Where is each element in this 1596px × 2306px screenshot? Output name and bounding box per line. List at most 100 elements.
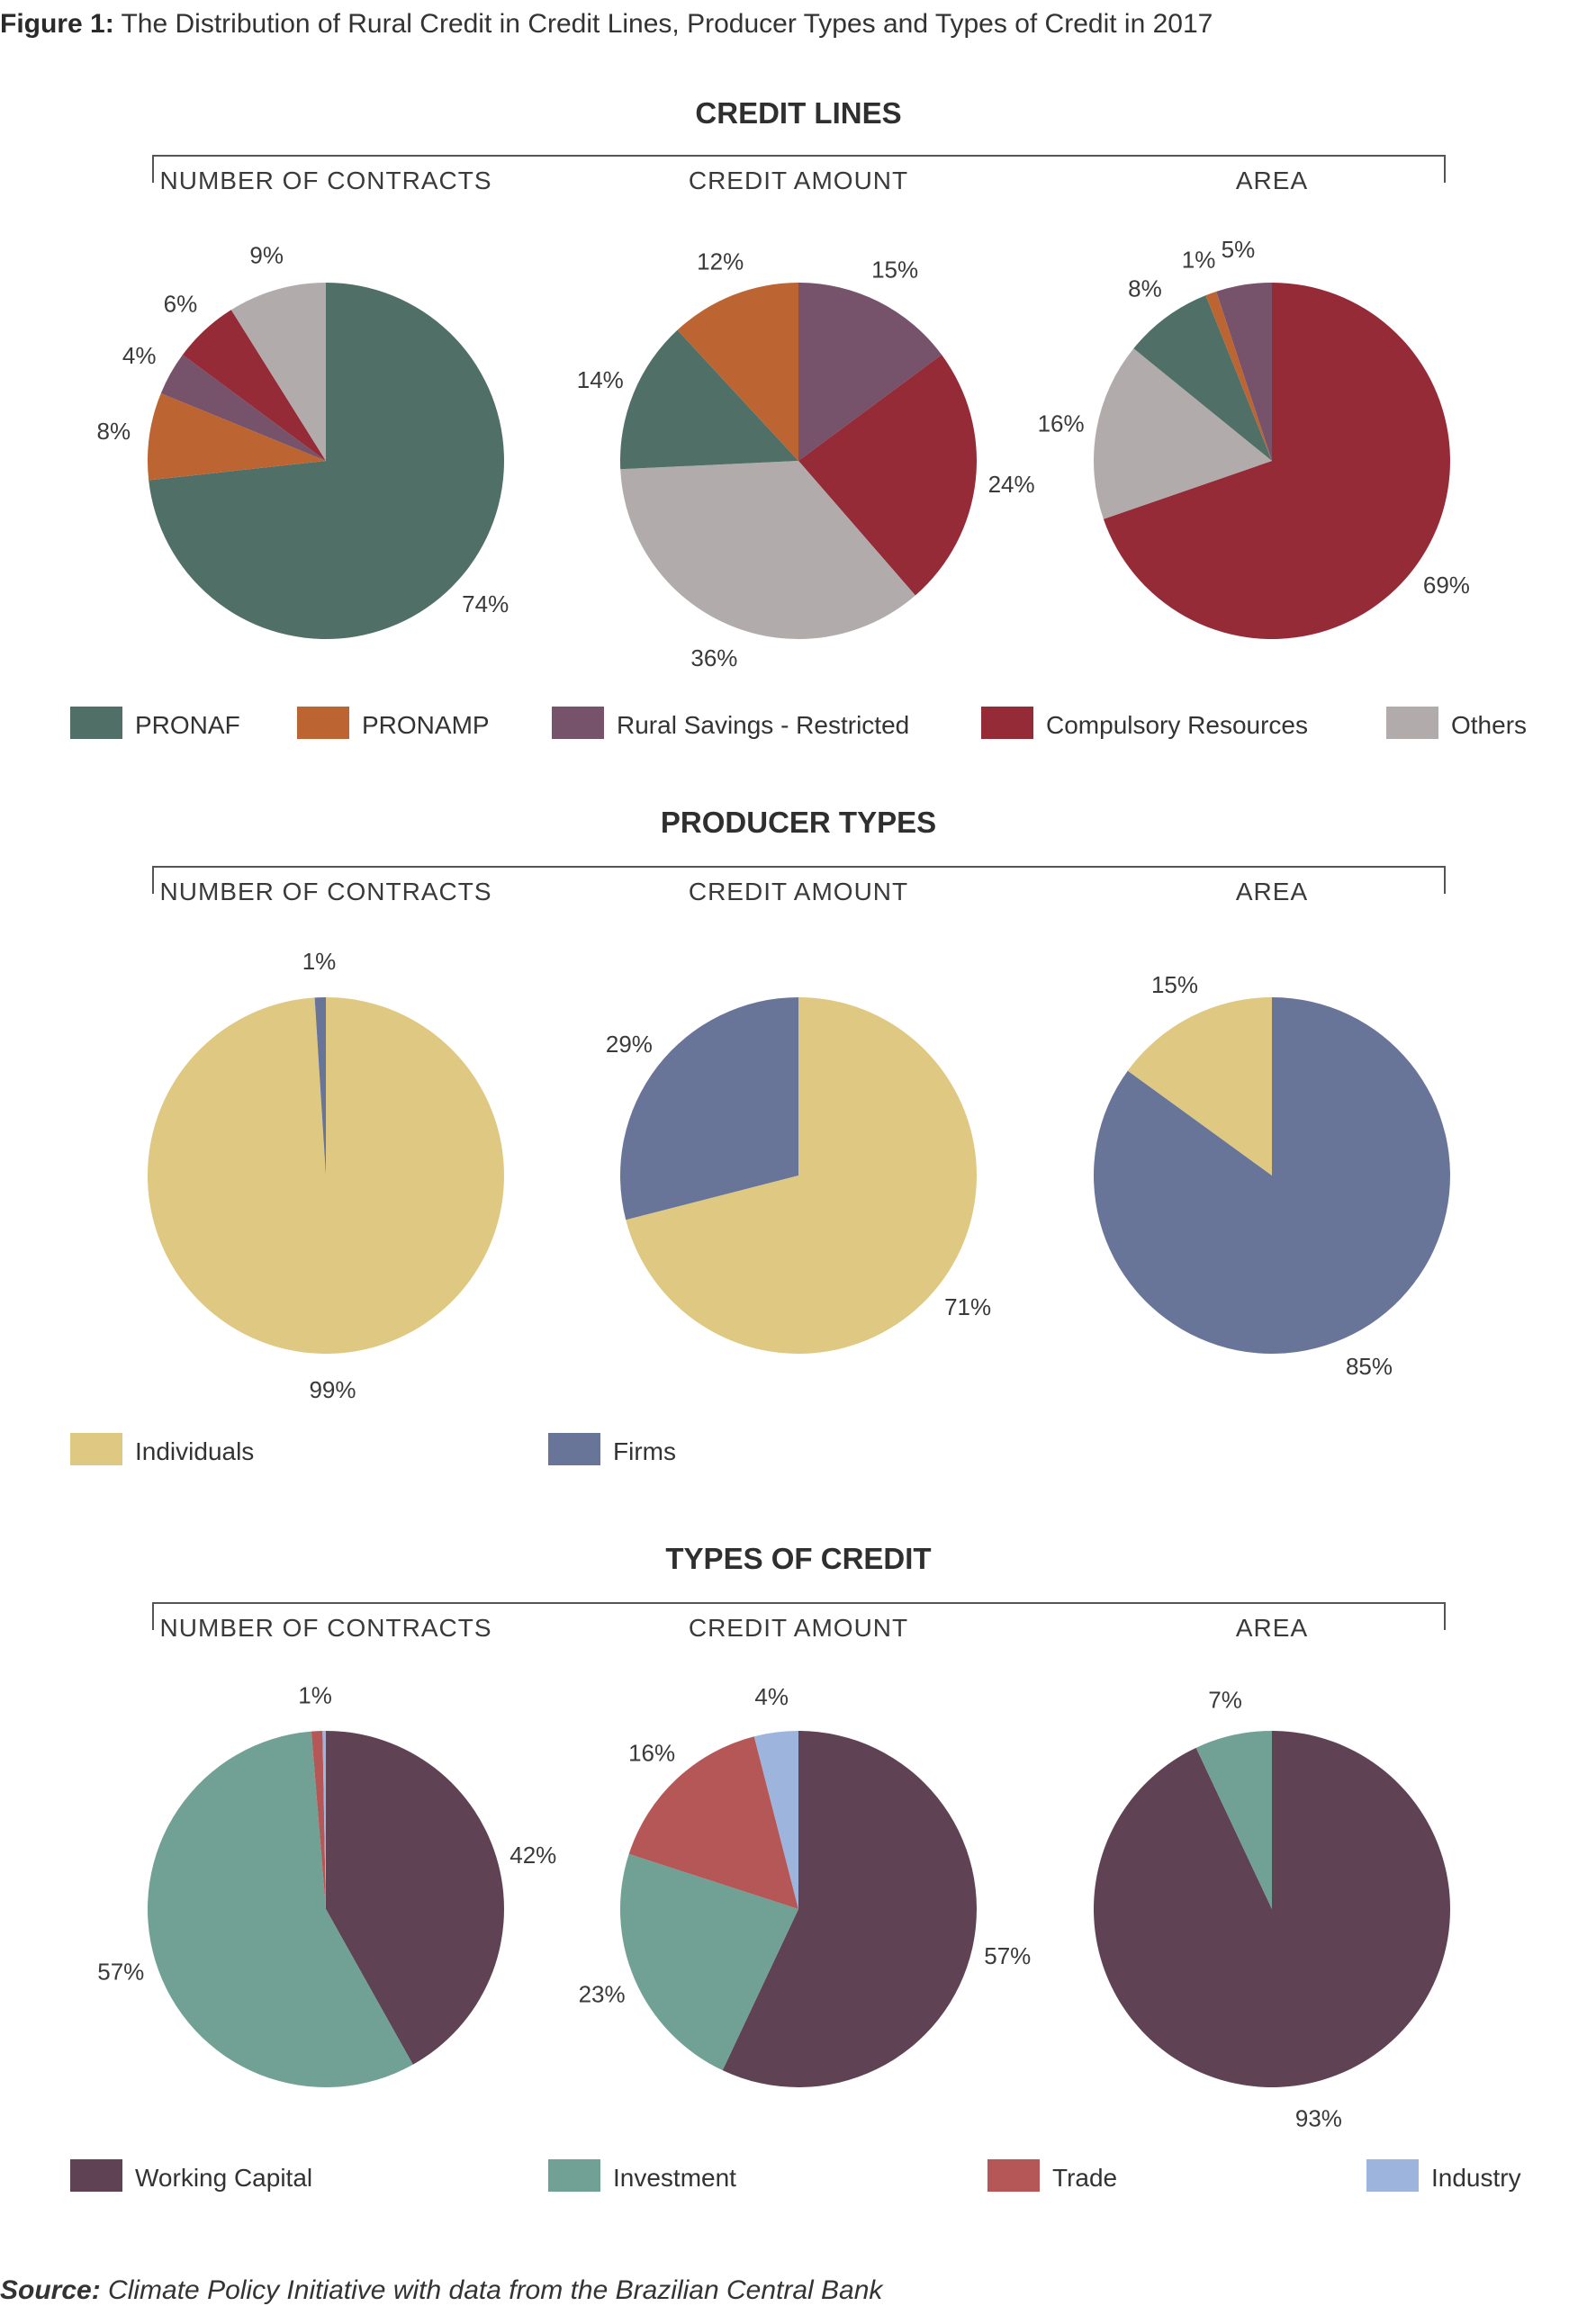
pie-label-credit-lines-number-of-contracts-pronaf: 74% [462, 590, 509, 617]
pie-slice-types-of-credit-credit-amount-industry [753, 1731, 798, 1909]
pie-slice-types-of-credit-credit-amount-trade [628, 1736, 798, 1909]
pie-label-producer-types-number-of-contracts-firms: 1% [302, 948, 337, 975]
legend-swatch-industry [1366, 2159, 1419, 2192]
pie-label-credit-lines-credit-amount-pronaf: 14% [577, 366, 624, 393]
pie-label-producer-types-credit-amount-individuals: 71% [944, 1293, 991, 1320]
pie-label-types-of-credit-credit-amount-investment: 23% [579, 1981, 626, 2008]
section-title-credit-lines: CREDIT LINES [695, 96, 901, 130]
pie-slice-types-of-credit-number-of-contracts-trade [311, 1731, 326, 1909]
legend-swatch-firms [548, 1433, 600, 1465]
pie-slice-credit-lines-area-pronamp [1205, 291, 1272, 461]
legend-label-rural-savings-restricted: Rural Savings - Restricted [617, 711, 909, 739]
pie-slice-credit-lines-number-of-contracts-pronamp [147, 392, 326, 481]
source-label: Source: [0, 2275, 101, 2305]
pie-label-credit-lines-number-of-contracts-pronamp: 8% [97, 418, 131, 445]
legend-label-trade: Trade [1052, 2164, 1117, 2192]
pie-label-types-of-credit-area-investment: 7% [1208, 1687, 1242, 1714]
legend-label-pronamp: PRONAMP [362, 711, 490, 739]
legend-label-firms: Firms [613, 1437, 676, 1465]
pie-slice-producer-types-number-of-contracts-firms [314, 996, 326, 1176]
pie-slice-producer-types-number-of-contracts-individuals [147, 997, 504, 1354]
figure-title-text: The Distribution of Rural Credit in Cred… [121, 9, 1213, 39]
pie-label-credit-lines-area-rural-savings-restricted: 5% [1222, 236, 1256, 263]
legend-swatch-trade [987, 2159, 1040, 2192]
pie-label-types-of-credit-credit-amount-working-capital: 57% [984, 1942, 1031, 1969]
pie-slice-types-of-credit-credit-amount-investment [619, 1853, 798, 2071]
pie-slice-producer-types-area-firms [1093, 997, 1450, 1354]
pie-label-types-of-credit-area-working-capital: 93% [1295, 2104, 1342, 2131]
pie-label-producer-types-area-firms: 85% [1346, 1353, 1393, 1380]
pie-slice-producer-types-credit-amount-individuals [626, 997, 977, 1354]
pie-label-credit-lines-credit-amount-pronamp: 12% [697, 248, 744, 275]
legend-label-working-capital: Working Capital [135, 2164, 312, 2192]
section-bracket-credit-lines [152, 155, 1446, 183]
pie-slice-producer-types-credit-amount-firms [619, 997, 798, 1221]
pie-slice-types-of-credit-number-of-contracts-investment [147, 1731, 413, 2088]
figure-label: Figure 1: [0, 9, 114, 39]
pie-label-types-of-credit-number-of-contracts-trade: 1% [298, 1681, 332, 1708]
pie-slice-credit-lines-credit-amount-compulsory-resources [798, 355, 977, 596]
figure-title: Figure 1: The Distribution of Rural Cred… [0, 9, 1213, 40]
pie-slice-types-of-credit-area-investment [1195, 1731, 1272, 1909]
column-header-credit-amount: CREDIT AMOUNT [689, 1614, 908, 1642]
section-title-types-of-credit: TYPES OF CREDIT [665, 1542, 931, 1575]
pie-label-producer-types-number-of-contracts-individuals: 99% [309, 1376, 356, 1403]
pie-slice-types-of-credit-area-working-capital [1093, 1731, 1450, 2087]
pie-slice-credit-lines-credit-amount-others [620, 461, 915, 639]
pie-slice-credit-lines-credit-amount-pronaf [620, 329, 798, 470]
pie-label-credit-lines-area-others: 16% [1038, 410, 1085, 437]
pie-label-credit-lines-credit-amount-rural-savings-restricted: 15% [871, 256, 918, 283]
source-note: Source: Climate Policy Initiative with d… [0, 2275, 882, 2306]
pie-label-credit-lines-credit-amount-others: 36% [690, 644, 737, 671]
pie-label-credit-lines-number-of-contracts-others: 9% [249, 241, 284, 268]
pie-label-types-of-credit-number-of-contracts-working-capital: 42% [509, 1842, 556, 1869]
pie-slice-credit-lines-area-pronaf [1133, 295, 1272, 461]
legend-swatch-rural-savings-restricted [552, 707, 604, 739]
pie-slice-types-of-credit-number-of-contracts-industry [322, 1730, 326, 1909]
column-header-area: AREA [1236, 167, 1308, 194]
column-header-area: AREA [1236, 878, 1308, 905]
legend-swatch-compulsory-resources [981, 707, 1033, 739]
legend-swatch-investment [548, 2159, 600, 2192]
pie-slice-types-of-credit-credit-amount-working-capital [722, 1731, 977, 2087]
legend-label-investment: Investment [613, 2164, 736, 2192]
pie-label-producer-types-area-individuals: 15% [1151, 971, 1198, 998]
pie-label-credit-lines-area-compulsory-resources: 69% [1423, 572, 1470, 599]
pie-slice-credit-lines-credit-amount-rural-savings-restricted [798, 283, 942, 461]
column-header-number-of-contracts: NUMBER OF CONTRACTS [160, 1614, 492, 1642]
pie-label-credit-lines-number-of-contracts-compulsory-resources: 6% [164, 290, 198, 317]
section-title-producer-types: PRODUCER TYPES [661, 806, 936, 839]
section-bracket-types-of-credit [152, 1602, 1446, 1630]
pie-slice-credit-lines-number-of-contracts-others [230, 283, 326, 461]
pie-label-producer-types-credit-amount-firms: 29% [606, 1031, 653, 1058]
pie-slice-types-of-credit-number-of-contracts-working-capital [326, 1731, 504, 2065]
legend-label-others: Others [1451, 711, 1527, 739]
pie-slice-producer-types-area-individuals [1127, 997, 1272, 1176]
pie-label-types-of-credit-number-of-contracts-investment: 57% [97, 1958, 144, 1985]
column-header-credit-amount: CREDIT AMOUNT [689, 167, 908, 194]
legend-swatch-pronaf [70, 707, 122, 739]
pie-slice-credit-lines-credit-amount-pronamp [677, 283, 798, 461]
column-header-credit-amount: CREDIT AMOUNT [689, 878, 908, 905]
pie-slice-credit-lines-number-of-contracts-pronaf [149, 283, 504, 639]
legend-label-compulsory-resources: Compulsory Resources [1046, 711, 1308, 739]
legend-swatch-pronamp [297, 707, 349, 739]
legend-swatch-others [1386, 707, 1438, 739]
source-text: Climate Policy Initiative with data from… [108, 2275, 883, 2305]
legend-swatch-working-capital [70, 2159, 122, 2192]
legend-swatch-individuals [70, 1433, 122, 1465]
section-bracket-producer-types [152, 866, 1446, 894]
pie-slice-credit-lines-area-compulsory-resources [1103, 283, 1450, 639]
pie-label-credit-lines-area-pronamp: 1% [1182, 246, 1216, 273]
column-header-number-of-contracts: NUMBER OF CONTRACTS [160, 878, 492, 905]
pie-slice-credit-lines-area-others [1093, 348, 1272, 519]
pie-slice-credit-lines-area-rural-savings-restricted [1216, 283, 1272, 461]
pie-label-types-of-credit-credit-amount-industry: 4% [754, 1683, 789, 1710]
pie-label-credit-lines-credit-amount-compulsory-resources: 24% [988, 471, 1035, 498]
pie-label-types-of-credit-credit-amount-trade: 16% [628, 1740, 675, 1767]
pie-slice-credit-lines-number-of-contracts-rural-savings-restricted [160, 355, 326, 461]
legend-label-pronaf: PRONAF [135, 711, 240, 739]
pie-label-credit-lines-area-pronaf: 8% [1128, 275, 1162, 302]
column-header-number-of-contracts: NUMBER OF CONTRACTS [160, 167, 492, 194]
